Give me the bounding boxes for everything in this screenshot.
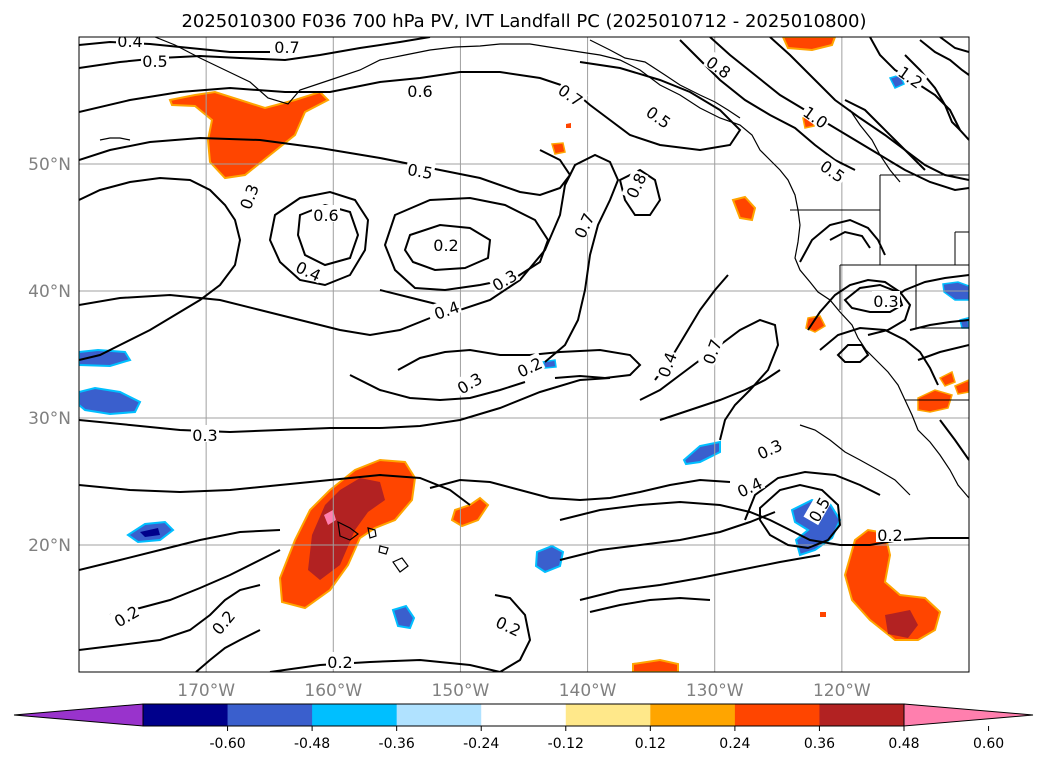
colorbar-tick-label: -0.48 <box>294 736 330 752</box>
lon-tick-label: 140°W <box>559 681 617 701</box>
contour-label: 0.2 <box>432 235 460 255</box>
contour-label: 0.5 <box>405 158 436 183</box>
lat-tick-label: 30°N <box>28 409 71 429</box>
colorbar-tick-label: -0.36 <box>379 736 415 752</box>
plot-frame <box>78 36 970 673</box>
colorbar-tick-label: 0.48 <box>888 736 919 752</box>
contour-label: 0.6 <box>406 81 434 101</box>
colorbar-tick-label: -0.24 <box>463 736 499 752</box>
coastlines <box>99 37 969 573</box>
lat-tick-label: 20°N <box>28 536 71 556</box>
colorbar-segment <box>734 704 820 726</box>
latitude-tick-labels: 50°N 40°N 30°N 20°N <box>28 155 71 556</box>
contour-label-text: 0.2 <box>433 236 458 255</box>
colorbar-extend-max <box>903 703 1034 727</box>
contour-label-text: 0.5 <box>142 52 167 71</box>
colorbar-extend-min <box>13 703 144 727</box>
colorbar-tick-label: -0.12 <box>548 736 584 752</box>
contour-label: 0.2 <box>876 525 904 545</box>
contour-label-text: 0.7 <box>274 38 299 57</box>
contour-label: 0.6 <box>312 205 340 225</box>
contour-label: 0.7 <box>273 37 301 57</box>
lon-tick-label: 170°W <box>177 681 235 701</box>
contour-label: 0.5 <box>141 51 169 71</box>
colorbar-segment <box>227 704 313 726</box>
contour-label: 0.3 <box>872 291 900 311</box>
lon-tick-label: 130°W <box>686 681 744 701</box>
contour-label: 0.4 <box>116 32 144 51</box>
colorbar-tick-label: 0.12 <box>635 736 666 752</box>
colorbar-tick-label: -0.60 <box>209 736 245 752</box>
lon-tick-label: 150°W <box>432 681 490 701</box>
colorbar-segment <box>565 704 651 726</box>
colorbar-tick-label: 0.36 <box>804 736 835 752</box>
contour-label-text: 0.2 <box>327 653 352 672</box>
plot-area: 0.40.50.70.60.81.01.20.70.50.60.50.30.20… <box>79 32 969 672</box>
colorbar-segment <box>650 704 736 726</box>
colorbar-segment <box>481 704 567 726</box>
contour-label-text: 0.2 <box>877 526 902 545</box>
ivt-shading <box>79 37 969 672</box>
colorbar-frame <box>142 703 905 727</box>
borders <box>790 174 969 401</box>
lon-tick-label: 120°W <box>813 681 871 701</box>
contour-label: 0.3 <box>191 425 219 445</box>
colorbar-tick-label: 0.24 <box>719 736 750 752</box>
longitude-tick-labels: 170°W 160°W 150°W 140°W 130°W 120°W <box>177 681 871 701</box>
lat-tick-label: 40°N <box>28 282 71 302</box>
lat-tick-label: 50°N <box>28 155 71 175</box>
contour-label: 0.4 <box>430 295 463 324</box>
contour-label-text: 0.3 <box>192 426 217 445</box>
colorbar-segment <box>396 704 482 726</box>
map-title: 2025010300 F036 700 hPa PV, IVT Landfall… <box>181 11 866 32</box>
colorbar: -0.60 -0.48 -0.36 -0.24 -0.12 0.12 0.24 0.36 0.4… <box>13 703 1034 752</box>
contour-label: 0.2 <box>326 652 354 672</box>
contour-label-text: 0.6 <box>313 206 338 225</box>
contour-labels: 0.40.50.70.60.81.01.20.70.50.60.50.30.20… <box>109 32 928 672</box>
contour-label-text: 0.5 <box>406 160 434 183</box>
contour-label-text: 0.6 <box>407 82 432 101</box>
contour-label-text: 0.4 <box>117 32 142 51</box>
lon-tick-label: 160°W <box>304 681 362 701</box>
colorbar-segment <box>312 704 398 726</box>
colorbar-segment <box>143 704 229 726</box>
contour-label-text: 0.3 <box>873 292 898 311</box>
colorbar-segment <box>819 704 905 726</box>
colorbar-tick-label: 0.60 <box>973 736 1004 752</box>
